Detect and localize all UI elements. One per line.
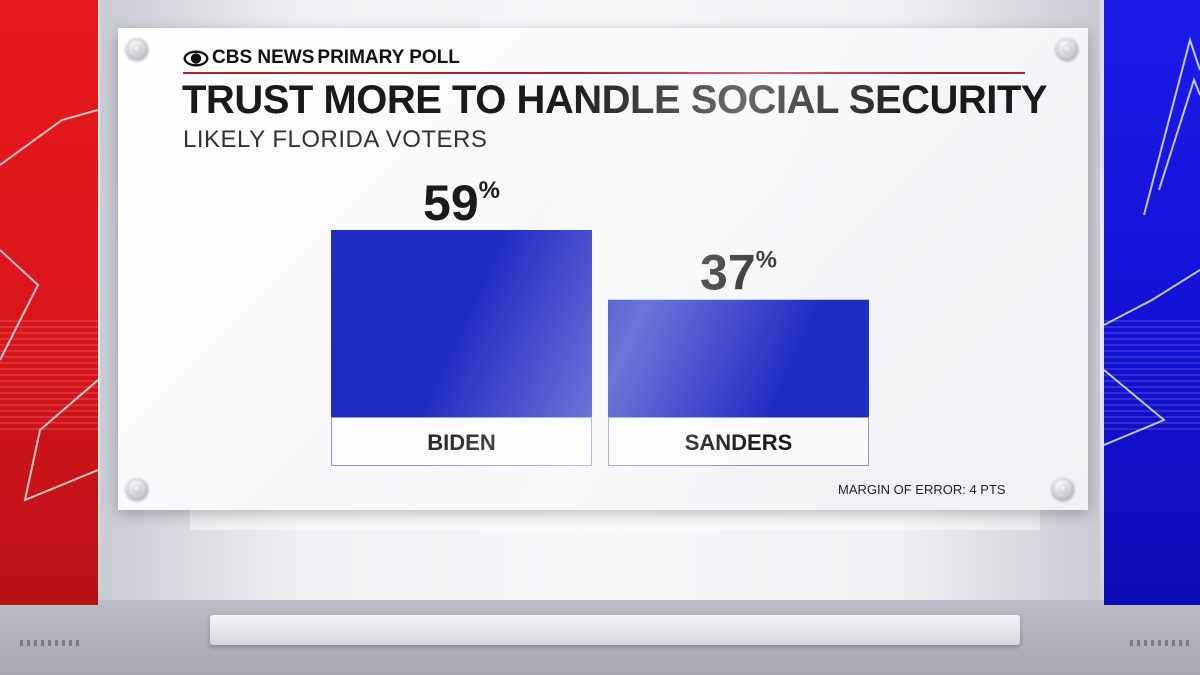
network-name: CBS NEWS xyxy=(212,47,315,68)
poll-name: PRIMARY POLL xyxy=(317,47,460,68)
mount-bolt-top-left xyxy=(126,38,148,60)
mount-bolt-bottom-right xyxy=(1052,478,1074,500)
margin-of-error: MARGIN OF ERROR: 4 PTS xyxy=(838,482,1006,497)
floor-speaker-grille-right xyxy=(1130,640,1190,646)
value-label-biden: 59% xyxy=(423,175,500,231)
mount-bolt-top-right xyxy=(1056,38,1078,60)
category-box-biden xyxy=(331,417,592,466)
board-reflection xyxy=(190,510,1040,530)
floor-speaker-grille-left xyxy=(20,640,80,646)
chart-subtitle: LIKELY FLORIDA VOTERS xyxy=(183,126,488,153)
category-box-sanders xyxy=(608,417,869,466)
category-label-sanders: SANDERS xyxy=(685,430,793,455)
cbs-eye-icon xyxy=(183,50,209,66)
poll-graphic-board xyxy=(118,28,1088,510)
value-label-sanders: 37% xyxy=(700,245,777,301)
star-outline-icon xyxy=(1104,36,1200,446)
category-label-biden: BIDEN xyxy=(427,430,495,455)
left-red-panel xyxy=(0,0,98,605)
bar-biden xyxy=(331,230,592,417)
brand-header: CBS NEWS PRIMARY POLL xyxy=(183,46,460,70)
bar-sanders xyxy=(608,299,869,417)
floor-rail xyxy=(210,615,1020,645)
right-blue-panel xyxy=(1104,0,1200,605)
star-outline-icon xyxy=(0,109,98,502)
right-panel-scanlines xyxy=(1104,320,1200,430)
mount-bolt-bottom-left xyxy=(126,478,148,500)
chart-title: TRUST MORE TO HANDLE SOCIAL SECURITY xyxy=(182,78,1048,122)
header-rule xyxy=(183,72,1025,74)
left-panel-scanlines xyxy=(0,320,98,430)
